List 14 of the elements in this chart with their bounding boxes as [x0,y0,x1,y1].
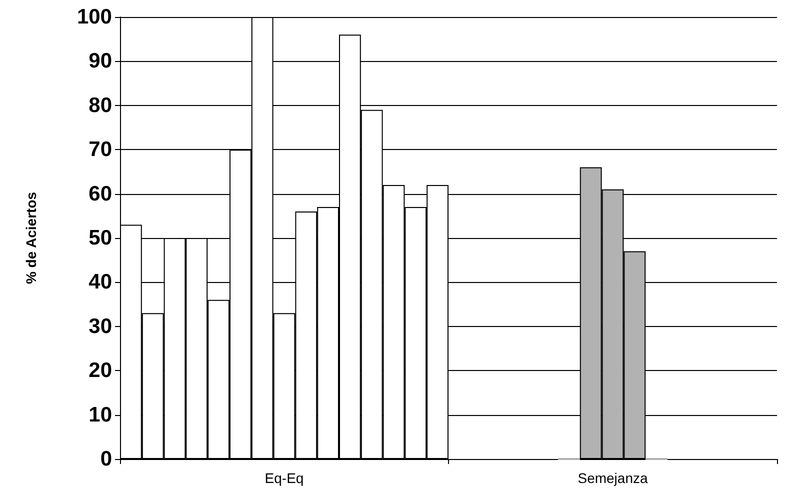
y-tick-label: 60 [88,182,112,206]
y-tick-label: 10 [88,403,112,426]
y-tick-label: 30 [88,314,112,338]
y-tick-label: 100 [76,6,112,28]
x-tick-label: Semejanza [578,470,648,486]
y-tick-label: 80 [88,94,112,117]
y-tick-label: 20 [88,359,112,382]
y-tick-label: 0 [100,448,112,470]
y-tick-label: 40 [88,270,112,294]
y-tick-label: 50 [88,226,112,250]
y-tick-label: 90 [88,50,112,73]
x-tick-label: Eq-Eq [264,470,304,486]
y-axis-title: % de Aciertos [23,192,39,284]
y-tick-label: 70 [88,138,112,162]
